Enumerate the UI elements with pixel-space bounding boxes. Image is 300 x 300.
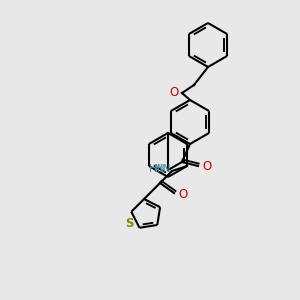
- Text: S: S: [125, 217, 134, 230]
- Text: HN: HN: [149, 164, 165, 174]
- Text: O: O: [202, 160, 211, 173]
- Text: O: O: [178, 188, 187, 200]
- Text: HN: HN: [154, 164, 170, 174]
- Text: O: O: [170, 86, 179, 100]
